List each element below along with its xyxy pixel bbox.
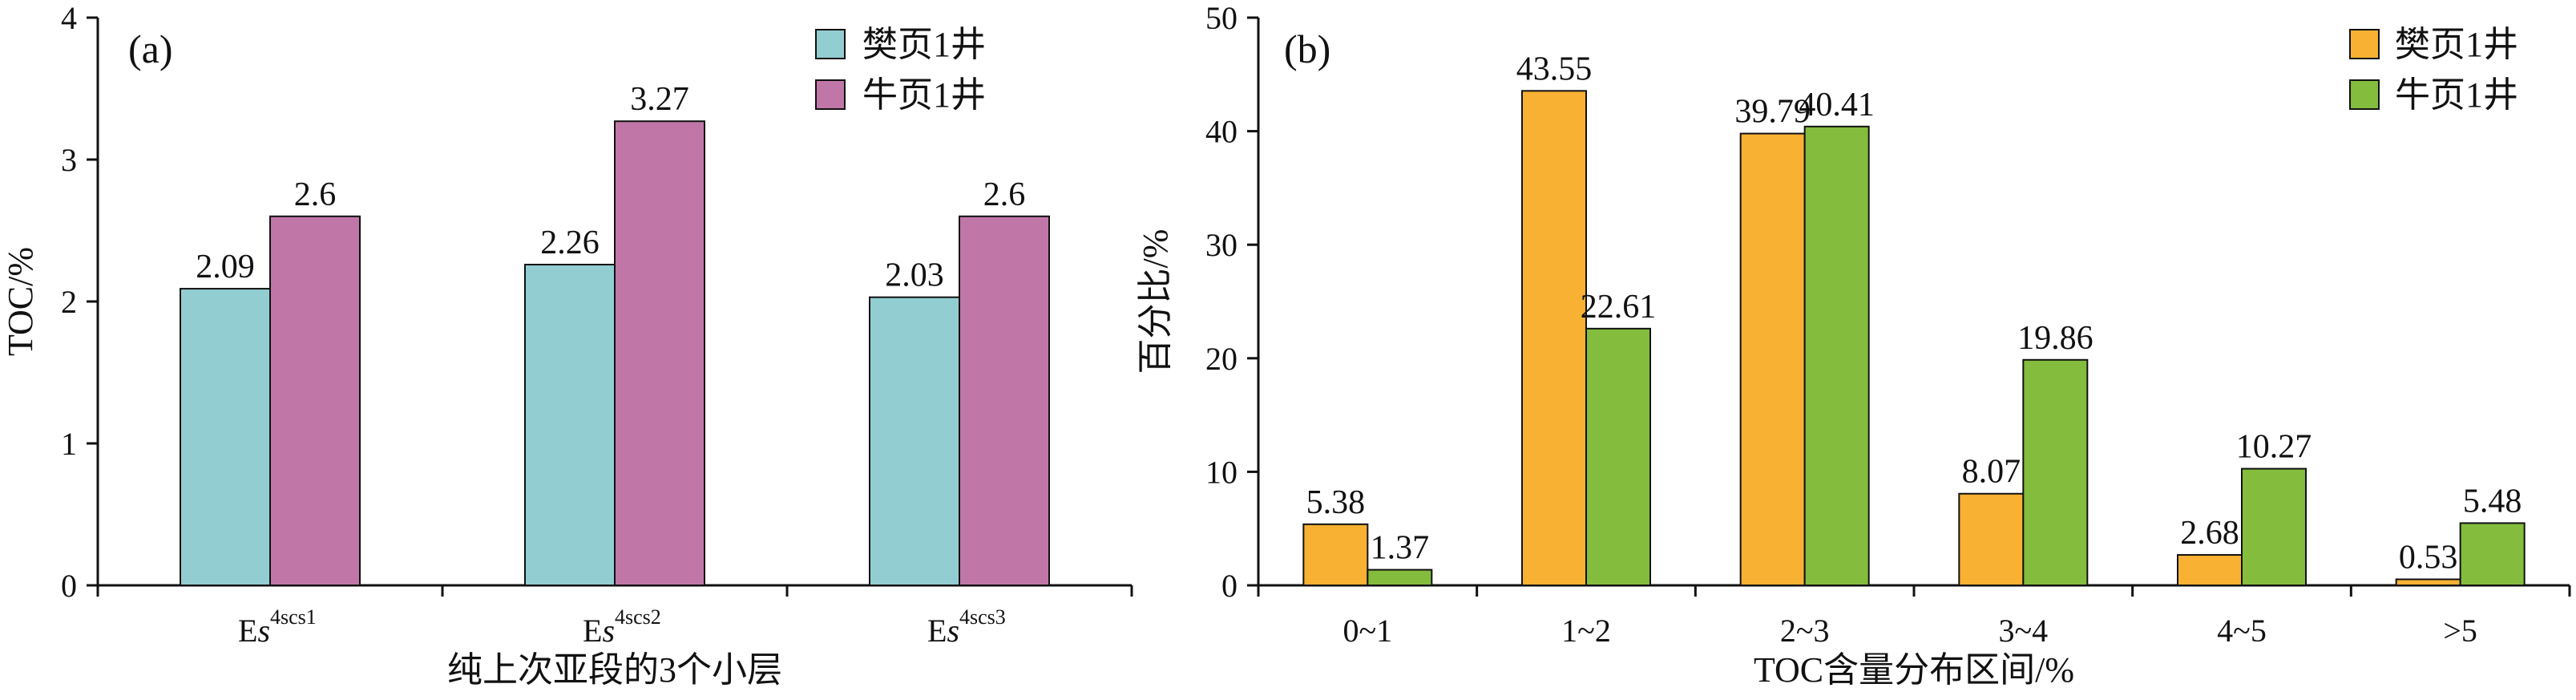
y-tick-label: 20 [1205,341,1238,377]
bar [959,215,1050,586]
x-tick-label: 4~5 [2217,613,2267,649]
data-label: 2.03 [885,257,944,294]
y-axis-title: TOC/% [1,247,40,356]
data-label: 2.6 [294,176,337,213]
data-label: 5.38 [1306,484,1366,521]
data-label: 40.41 [1799,87,1875,123]
data-label: 2.68 [2180,515,2239,552]
data-label: 39.79 [1734,94,1811,131]
x-tick-label: 1~2 [1561,613,1611,649]
x-tick-label: 0~1 [1343,613,1393,649]
legend-swatch [2349,29,2380,59]
bar [524,263,616,586]
y-tick-label: 1 [61,426,77,462]
bar [1585,327,1651,586]
bar [2241,467,2307,586]
bar [1521,90,1587,587]
chart-panel-a: 0 1 2 3 4 2.09 2.26 2.03 2.6 3.27 2.6 Es4scs1 Es4scs… [1,0,1133,690]
data-label: 2.6 [983,176,1026,213]
y-tick-label: 3 [61,142,77,178]
data-label: 19.86 [2017,320,2094,357]
data-label: 43.55 [1516,51,1593,87]
legend-swatch [815,79,846,110]
bar [1739,132,1806,586]
bar [269,215,361,586]
legend-label: 樊页1井 [862,25,986,64]
panel-label: (a) [128,26,173,71]
x-tick-label: Es4scs3 [927,605,1006,649]
y-tick-label: 4 [61,0,77,36]
bar [2395,578,2461,586]
bar [1958,492,2025,587]
data-label: 0.53 [2399,539,2458,576]
bar [1803,125,1870,587]
chart-panel-b: 0 10 20 30 40 50 5.38 43.55 39.79 8.07 2.68 0.53 1.3… [1136,0,2571,690]
panel-label: (b) [1284,26,1330,71]
x-tick-label: Es4scs2 [583,605,661,649]
y-tick-label: 30 [1205,227,1238,263]
bar [180,288,271,586]
data-label: 22.61 [1581,289,1657,326]
y-tick-label: 50 [1205,0,1238,36]
data-label: 2.26 [540,225,600,261]
x-tick-label: 2~3 [1780,613,1830,649]
data-label: 3.27 [630,81,689,118]
bar [2177,554,2243,587]
legend-label: 牛页1井 [2395,75,2518,115]
y-tick-label: 0 [61,568,77,604]
bar [614,120,705,586]
data-label: 1.37 [1371,530,1430,567]
x-axis-title: 纯上次亚段的3个小层 [447,650,782,690]
bar [1302,523,1369,587]
y-tick-label: 2 [61,284,77,320]
bar [1367,568,1433,587]
bar [2022,358,2089,586]
data-label: 5.48 [2463,483,2522,520]
x-axis-title: TOC含量分布区间/% [1754,650,2074,690]
y-tick-label: 10 [1205,454,1238,490]
y-tick-label: 0 [1221,568,1238,604]
data-label: 10.27 [2236,429,2312,466]
bar [869,296,960,586]
legend-label: 牛页1井 [862,75,986,115]
y-tick-label: 40 [1205,114,1238,150]
x-tick-label: Es4scs1 [238,605,317,649]
legend-label: 樊页1井 [2395,25,2518,64]
data-label: 8.07 [1962,454,2021,491]
y-axis-title: 百分比/% [1136,229,1175,374]
x-tick-label: >5 [2443,613,2477,649]
legend-swatch [815,29,846,59]
data-label: 2.09 [196,249,255,285]
legend-swatch [2349,79,2380,110]
x-tick-label: 3~4 [1999,613,2049,649]
bar [2459,522,2526,586]
